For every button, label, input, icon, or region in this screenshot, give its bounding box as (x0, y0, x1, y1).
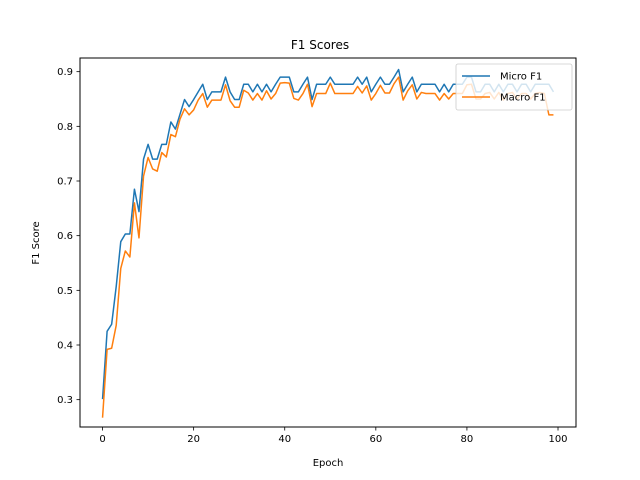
y-tick-label: 0.7 (57, 177, 73, 188)
y-axis-label: F1 Score (31, 221, 42, 264)
legend-label: Macro F1 (500, 93, 546, 104)
x-tick-label: 60 (369, 434, 382, 445)
legend: Micro F1 Macro F1 (455, 63, 573, 111)
x-tick-label: 0 (99, 434, 105, 445)
y-tick-label: 0.9 (57, 67, 73, 78)
y-tick-label: 0.5 (57, 286, 73, 297)
axes-frame (79, 57, 577, 428)
y-axis-ticks: 0.3 0.4 0.5 0.6 0.7 0.8 0.9 (57, 67, 80, 406)
x-tick-label: 100 (548, 434, 567, 445)
chart-title: F1 Scores (291, 38, 349, 52)
y-tick-label: 0.6 (57, 231, 73, 242)
y-tick-label: 0.8 (57, 122, 73, 133)
x-tick-label: 20 (187, 434, 200, 445)
x-tick-label: 40 (278, 434, 291, 445)
legend-label: Micro F1 (500, 72, 542, 83)
x-axis-ticks: 0 20 40 60 80 100 (99, 427, 568, 445)
y-tick-label: 0.4 (57, 341, 73, 352)
x-axis-label: Epoch (313, 458, 344, 469)
x-tick-label: 80 (461, 434, 474, 445)
y-tick-label: 0.3 (57, 395, 73, 406)
